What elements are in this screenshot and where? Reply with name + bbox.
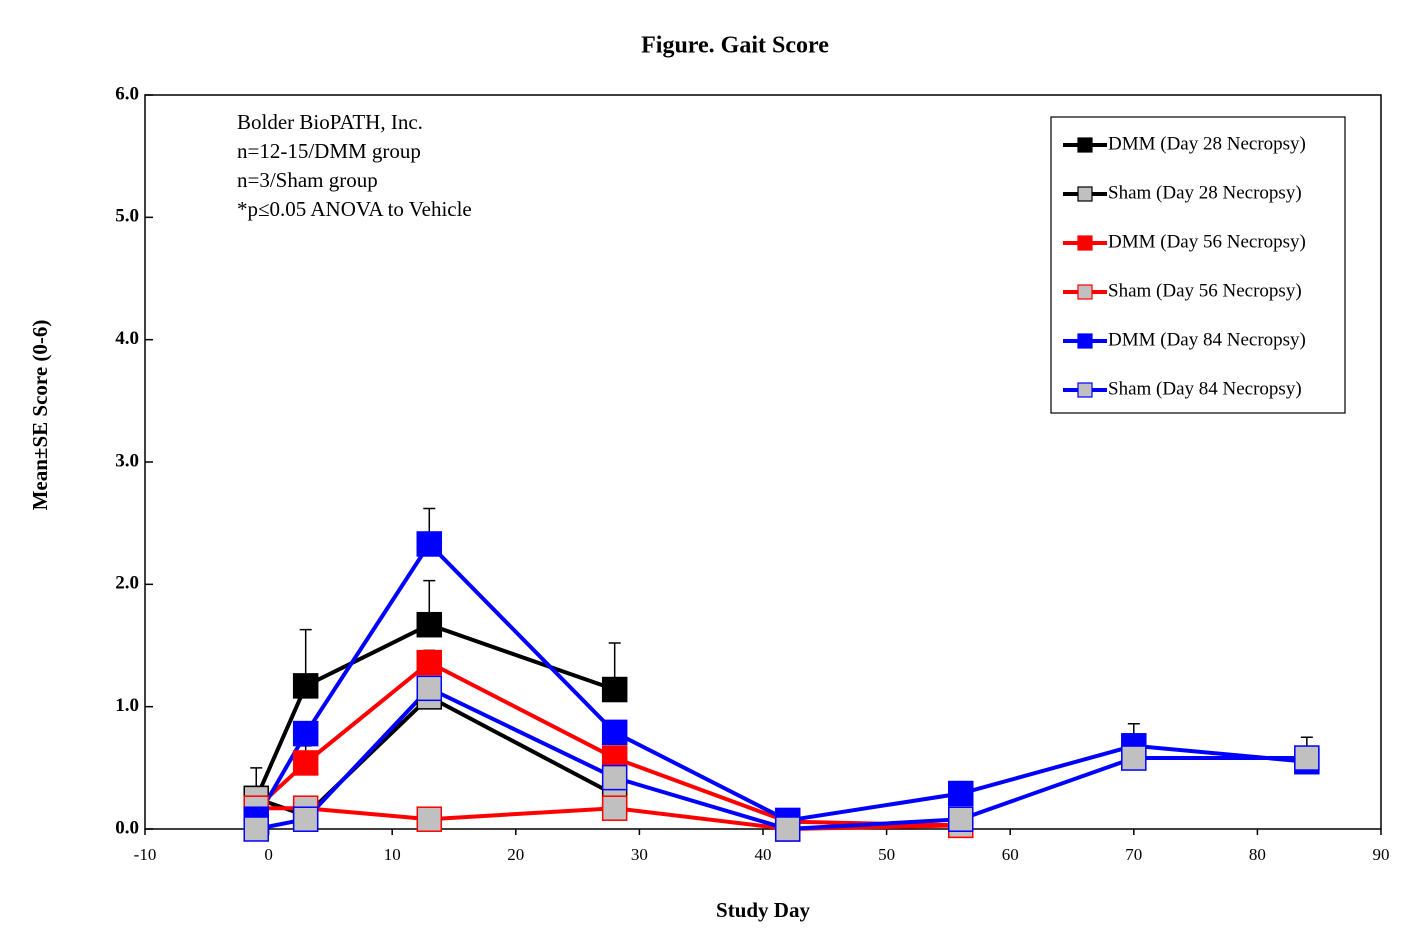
x-tick-label: 10 <box>384 845 401 864</box>
annotation: n=12-15/DMM group <box>237 139 421 163</box>
y-tick-label: 3.0 <box>115 450 139 471</box>
series-line <box>255 685 1307 832</box>
legend-box <box>1050 116 1346 414</box>
data-point <box>416 611 443 638</box>
data-point <box>601 676 628 703</box>
y-tick-label: 1.0 <box>115 695 139 716</box>
y-tick-label: 5.0 <box>115 206 139 227</box>
data-point <box>1121 745 1147 771</box>
legend-label: DMM (Day 56 Necropsy) <box>1108 231 1306 252</box>
legend-label: DMM (Day 28 Necropsy) <box>1108 133 1306 154</box>
legend-marker <box>1077 382 1093 398</box>
data-point <box>1294 745 1320 771</box>
data-point <box>292 806 319 832</box>
legend-label: DMM (Day 84 Necropsy) <box>1108 329 1306 350</box>
legend-label: Sham (Day 56 Necropsy) <box>1108 280 1302 301</box>
series-line <box>254 540 1308 823</box>
data-point <box>292 720 319 747</box>
data-point <box>601 764 628 791</box>
x-tick-label: 30 <box>631 845 648 864</box>
data-point <box>416 649 443 676</box>
x-axis-label: Study Day <box>716 898 810 922</box>
x-tick-label: 60 <box>1002 845 1019 864</box>
legend-label: Sham (Day 84 Necropsy) <box>1108 378 1302 399</box>
y-tick-label: 2.0 <box>115 573 139 594</box>
x-tick-label: 20 <box>507 845 524 864</box>
data-point <box>774 816 801 842</box>
x-tick-label: 70 <box>1125 845 1142 864</box>
legend-marker <box>1077 333 1093 349</box>
data-point <box>292 750 319 776</box>
x-tick-label: 40 <box>755 845 772 864</box>
legend-marker <box>1077 186 1093 202</box>
y-tick-label: 4.0 <box>115 328 139 349</box>
annotation: n=3/Sham group <box>237 168 378 192</box>
data-point <box>601 719 628 746</box>
annotation: Bolder BioPATH, Inc. <box>237 110 423 134</box>
data-point <box>416 531 443 557</box>
legend-marker <box>1077 284 1093 300</box>
x-tick-label: 0 <box>264 845 273 864</box>
data-point <box>416 806 443 832</box>
data-point <box>292 673 319 699</box>
data-point <box>601 795 628 821</box>
legend-marker <box>1077 137 1093 153</box>
x-tick-label: 50 <box>878 845 895 864</box>
y-tick-label: 6.0 <box>115 83 139 104</box>
series-line <box>254 622 616 800</box>
legend-label: Sham (Day 28 Necropsy) <box>1108 182 1302 203</box>
y-tick-label: 0.0 <box>115 817 139 838</box>
data-point <box>416 675 443 702</box>
y-axis-label: Mean±SE Score (0-6) <box>28 320 52 511</box>
annotation: *p≤0.05 ANOVA to Vehicle <box>237 197 472 221</box>
x-tick-label: 90 <box>1373 845 1390 864</box>
x-tick-label: -10 <box>134 845 157 864</box>
data-point <box>948 806 974 832</box>
data-point <box>243 816 269 842</box>
chart-title: Figure. Gait Score <box>641 33 829 59</box>
data-point <box>948 780 974 807</box>
x-tick-label: 80 <box>1249 845 1266 864</box>
legend-marker <box>1077 235 1093 251</box>
